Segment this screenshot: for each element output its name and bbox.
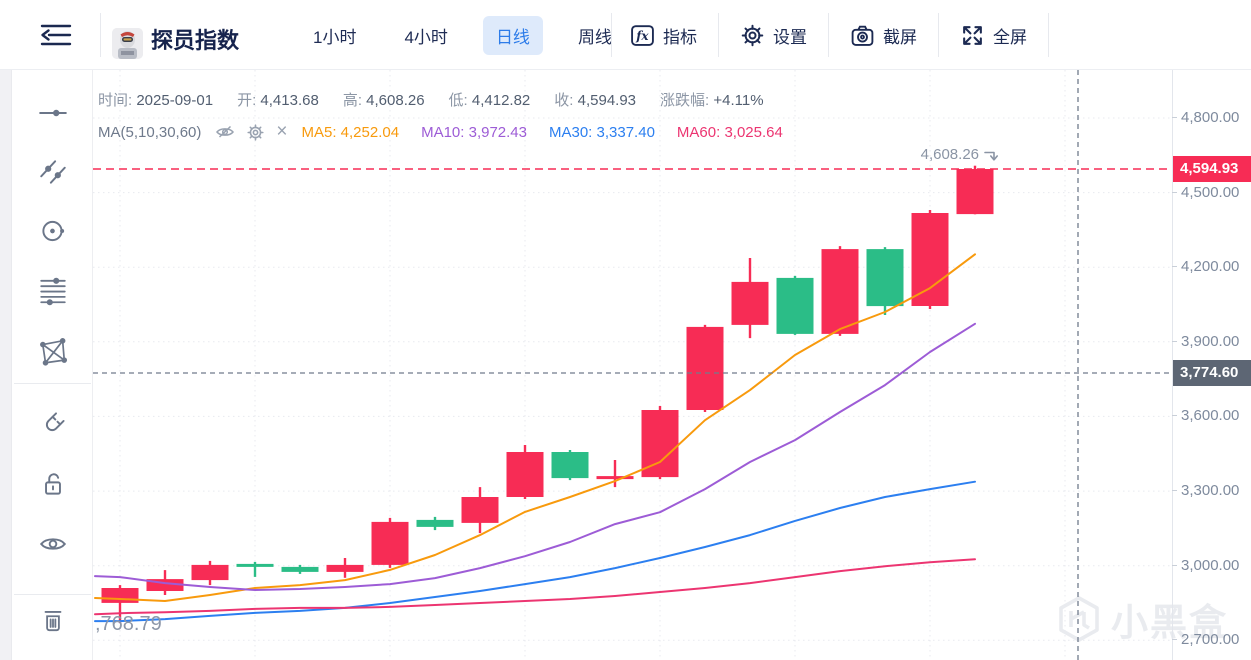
- arrow-down-right-icon: [984, 151, 998, 161]
- last-price-badge: 4,594.93: [1173, 156, 1251, 182]
- toolbar-divider: [718, 13, 719, 57]
- settings-label: 设置: [773, 27, 807, 47]
- fullscreen-button[interactable]: 全屏: [960, 23, 1027, 48]
- candlestick-chart[interactable]: [93, 70, 1172, 660]
- magnet-tool[interactable]: [38, 409, 68, 439]
- toolbar-divider: [938, 13, 939, 57]
- indicators-label: 指标: [663, 27, 697, 47]
- axis-tick-label: 2,700.00: [1171, 631, 1240, 649]
- collapse-sidebar-button[interactable]: [38, 21, 74, 49]
- settings-button[interactable]: 设置: [740, 23, 807, 48]
- left-edge-price-label: ,768.79: [95, 613, 162, 635]
- axis-tick-label: 4,500.00: [1171, 183, 1240, 201]
- watermark-text: 小黑盒: [1111, 602, 1228, 643]
- indicators-button[interactable]: fx 指标: [630, 23, 697, 48]
- drawing-toolbar: [0, 70, 93, 660]
- info-change: 涨跌幅: +4.11%: [660, 92, 764, 109]
- screenshot-label: 截屏: [883, 27, 917, 47]
- info-low: 低: 4,412.82: [448, 92, 531, 109]
- crosshair-price-badge: 3,774.60: [1173, 360, 1251, 387]
- trend-line-icon: [39, 109, 67, 117]
- trash-icon: [44, 611, 62, 632]
- parallel-channel-tool[interactable]: [38, 157, 68, 187]
- fx-icon: fx: [631, 24, 654, 46]
- camera-icon: [851, 25, 874, 46]
- indicator-settings-button[interactable]: [246, 123, 265, 142]
- price-axis[interactable]: 4,800.00 4,500.00 4,200.00 3,900.00 3,600.00…: [1171, 70, 1251, 660]
- axis-tick-label: 4,200.00: [1171, 258, 1240, 276]
- ohlc-info-bar: 时间: 2025-09-01 开: 4,413.68 高: 4,608.26 低…: [98, 89, 764, 110]
- axis-tick-label: 3,900.00: [1171, 332, 1240, 350]
- tab-1hour[interactable]: 1小时: [313, 27, 357, 47]
- parallel-channel-icon: [40, 160, 66, 184]
- fullscreen-label: 全屏: [993, 27, 1027, 47]
- axis-tick-label: 3,600.00: [1171, 407, 1240, 425]
- tab-daily[interactable]: 日线: [482, 15, 543, 55]
- tab-4hour[interactable]: 4小时: [404, 27, 448, 47]
- info-close: 收: 4,594.93: [554, 92, 637, 109]
- ma-group-label: MA(5,10,30,60): [98, 123, 202, 141]
- fullscreen-icon: [963, 25, 982, 45]
- toolbar-divider: [1048, 13, 1049, 57]
- eye-icon: [39, 538, 67, 550]
- tab-weekly[interactable]: 周线: [577, 27, 612, 47]
- toolbar-divider: [611, 13, 612, 57]
- eye-off-icon: [216, 125, 235, 138]
- gear-icon: [741, 24, 764, 46]
- toolbar-divider: [828, 13, 829, 57]
- page-title: 探员指数: [151, 28, 240, 53]
- axis-tick-label: 3,000.00: [1171, 556, 1240, 574]
- ma-indicator-bar: MA(5,10,30,60): [98, 122, 805, 142]
- magnet-icon: [45, 412, 65, 432]
- info-time: 时间: 2025-09-01: [98, 92, 214, 109]
- ma5-readout: MA5: 4,252.04: [301, 123, 400, 141]
- ma10-readout: MA10: 3,972.43: [421, 123, 527, 141]
- ma60-readout: MA60: 3,025.64: [676, 123, 783, 141]
- sidebar-strip: [0, 70, 12, 660]
- sidebar-divider: [14, 594, 91, 595]
- sidebar-divider: [14, 383, 91, 384]
- circle-icon: [42, 220, 65, 242]
- small-gear-icon: [247, 123, 264, 141]
- avatar: [112, 28, 143, 59]
- fib-retracement-icon: [40, 277, 66, 306]
- interval-tabs: 1小时 4小时 日线 周线: [300, 0, 625, 70]
- circle-tool[interactable]: [38, 216, 68, 246]
- delete-tool[interactable]: [38, 605, 68, 635]
- chart-pane: 时间: 2025-09-01 开: 4,413.68 高: 4,608.26 低…: [93, 70, 1172, 660]
- unlock-icon: [45, 473, 61, 495]
- info-high: 高: 4,608.26: [342, 92, 425, 109]
- visibility-tool[interactable]: [38, 529, 68, 559]
- avatar-image: [112, 28, 143, 59]
- unlock-tool[interactable]: [38, 469, 68, 499]
- screenshot-button[interactable]: 截屏: [850, 23, 917, 48]
- toolbar-actions: fx 指标 设置: [630, 0, 1070, 70]
- collapse-panel-icon: [40, 24, 72, 46]
- toolbar-divider: [100, 13, 101, 57]
- watermark: 小黑盒: [1056, 592, 1228, 646]
- ma30-readout: MA30: 3,337.40: [549, 123, 655, 141]
- axis-tick-label: 4,800.00: [1171, 109, 1240, 126]
- xabcd-pattern-icon: [40, 338, 68, 366]
- fib-retracement-tool[interactable]: [38, 276, 68, 306]
- toolbar: 探员指数 1小时 4小时 日线 周线 fx 指标: [0, 0, 1251, 70]
- hide-indicator-button[interactable]: [215, 122, 235, 142]
- xabcd-pattern-tool[interactable]: [38, 336, 68, 366]
- axis-tick-label: 3,300.00: [1171, 482, 1240, 500]
- info-open: 开: 4,413.68: [237, 92, 319, 109]
- trend-line-tool[interactable]: [38, 98, 68, 128]
- svg-text:fx: fx: [635, 29, 649, 43]
- high-price-label: 4,608.26: [920, 146, 979, 163]
- remove-indicator-button[interactable]: ×: [276, 121, 288, 142]
